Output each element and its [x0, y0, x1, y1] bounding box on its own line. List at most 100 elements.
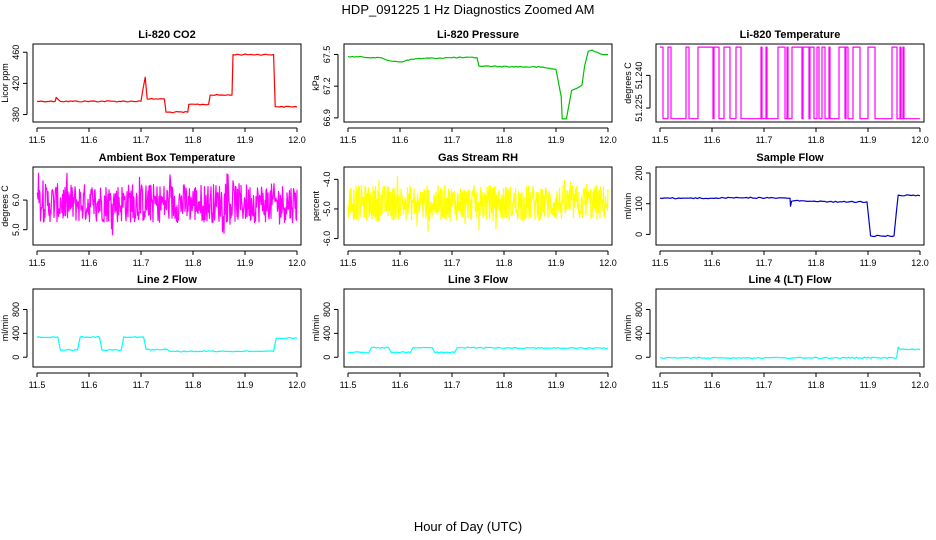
x-tick-label: 11.9 [860, 380, 877, 390]
x-tick-label: 11.6 [81, 258, 98, 268]
series-line [36, 53, 298, 114]
y-tick-label: 380 [11, 107, 21, 122]
plot-frame [32, 166, 302, 246]
panel-title: Ambient Box Temperature [99, 152, 236, 164]
x-tick-label: 11.9 [860, 135, 877, 145]
y-axis-label: ml/min [623, 315, 633, 342]
x-tick-label: 12.0 [288, 380, 306, 390]
x-tick-label: 11.8 [185, 380, 202, 390]
series-line [660, 46, 920, 120]
x-tick-label: 11.7 [756, 380, 773, 390]
x-tick-label: 11.8 [185, 258, 202, 268]
y-tick-label: 66.9 [322, 109, 332, 127]
y-tick-label: 100 [634, 196, 644, 211]
x-tick-label: 11.8 [496, 135, 513, 145]
x-tick-label: 11.7 [133, 380, 150, 390]
panel-title: Li-820 CO2 [138, 29, 195, 41]
panel-3: Li-820 Temperature 11.5 11.6 11.7 11.8 11.9 12… [623, 29, 929, 145]
plot-frame [343, 166, 613, 246]
plot-frame [343, 288, 613, 368]
x-tick-label: 12.0 [599, 258, 617, 268]
plot-frame [655, 166, 925, 246]
x-tick-label: 12.0 [599, 380, 617, 390]
y-tick-label: -5.0 [322, 201, 332, 217]
plot-frame [655, 288, 925, 368]
series-line [347, 49, 609, 120]
y-tick-label: 0 [322, 355, 332, 360]
x-tick-label: 11.8 [496, 380, 513, 390]
panel-title: Gas Stream RH [438, 152, 518, 164]
y-tick-label: -4.0 [322, 172, 332, 188]
y-tick-label: 5.0 [11, 223, 21, 236]
x-tick-label: 11.7 [444, 135, 461, 145]
panel-5: Gas Stream RH 11.5 11.6 11.7 11.8 11.9 12.0 -6.… [311, 152, 617, 268]
x-tick-label: 12.0 [911, 380, 929, 390]
y-axis-label: ml/min [0, 315, 10, 342]
y-tick-label: 460 [11, 45, 21, 60]
y-axis-label: degrees C [623, 62, 633, 104]
x-tick-label: 11.8 [808, 258, 825, 268]
series-line [659, 194, 921, 238]
x-tick-label: 11.9 [237, 380, 254, 390]
figure-x-axis-label: Hour of Day (UTC) [414, 519, 522, 534]
y-tick-label: 0 [11, 355, 21, 360]
x-tick-label: 11.5 [652, 380, 669, 390]
plot-frame [32, 43, 302, 123]
x-tick-label: 11.9 [548, 380, 565, 390]
x-tick-label: 11.8 [185, 135, 202, 145]
panel-9: Line 4 (LT) Flow 11.5 11.6 11.7 11.8 11.9 12.0… [623, 274, 929, 390]
plot-frame [32, 288, 302, 368]
y-tick-label: 0 [634, 232, 644, 237]
x-tick-label: 12.0 [911, 258, 929, 268]
x-tick-label: 12.0 [288, 135, 306, 145]
y-tick-label: 0 [634, 355, 644, 360]
x-tick-label: 11.6 [392, 135, 409, 145]
x-tick-label: 11.8 [808, 135, 825, 145]
x-tick-label: 11.6 [704, 135, 721, 145]
panel-title: Line 3 Flow [448, 274, 508, 286]
y-axis-label: ml/min [311, 315, 321, 342]
y-tick-label: 6.0 [11, 194, 21, 207]
y-tick-label: -6.0 [322, 231, 332, 247]
panel-2: Li-820 Pressure 11.5 11.6 11.7 11.8 11.9 12.0 6… [311, 29, 617, 145]
x-tick-label: 11.5 [340, 135, 357, 145]
panel-1: Li-820 CO2 11.5 11.6 11.7 11.8 11.9 12.0 380 420… [0, 29, 306, 145]
panel-title: Sample Flow [756, 152, 824, 164]
x-tick-label: 11.5 [340, 258, 357, 268]
y-axis-label: kPa [311, 75, 321, 91]
panel-6: Sample Flow 11.5 11.6 11.7 11.8 11.9 12.0 0 100 2… [623, 152, 929, 268]
y-tick-label: 800 [11, 302, 21, 317]
plot-frame [655, 43, 925, 123]
y-tick-label: 800 [322, 302, 332, 317]
y-tick-label: 400 [322, 326, 332, 341]
x-tick-label: 11.8 [496, 258, 513, 268]
x-tick-label: 11.7 [444, 380, 461, 390]
y-tick-label: 200 [634, 165, 644, 180]
y-axis-label: ml/min [623, 193, 633, 220]
x-tick-label: 11.6 [704, 258, 721, 268]
x-tick-label: 11.6 [392, 380, 409, 390]
panel-title: Line 2 Flow [137, 274, 197, 286]
y-axis-label: degrees C [0, 185, 10, 227]
x-tick-label: 11.5 [340, 380, 357, 390]
panel-title: Li-820 Temperature [740, 29, 841, 41]
panel-title: Line 4 (LT) Flow [749, 274, 832, 286]
x-tick-label: 12.0 [288, 258, 306, 268]
x-tick-label: 11.9 [548, 258, 565, 268]
panel-7: Line 2 Flow 11.5 11.6 11.7 11.8 11.9 12.0 0 400 8… [0, 274, 306, 390]
y-tick-label: 51.240 [634, 62, 644, 90]
y-axis-label: percent [311, 190, 321, 221]
y-tick-label: 51.225 [634, 94, 644, 122]
series-line [347, 346, 609, 354]
x-tick-label: 11.9 [548, 135, 565, 145]
x-tick-label: 11.6 [704, 380, 721, 390]
y-tick-label: 67.5 [322, 46, 332, 64]
x-tick-label: 11.5 [29, 258, 46, 268]
panel-4: Ambient Box Temperature 11.5 11.6 11.7 11.8 1… [0, 152, 306, 268]
x-tick-label: 11.7 [756, 135, 773, 145]
x-tick-label: 11.6 [392, 258, 409, 268]
x-tick-label: 11.9 [237, 258, 254, 268]
x-tick-label: 11.7 [756, 258, 773, 268]
x-tick-label: 11.6 [81, 380, 98, 390]
